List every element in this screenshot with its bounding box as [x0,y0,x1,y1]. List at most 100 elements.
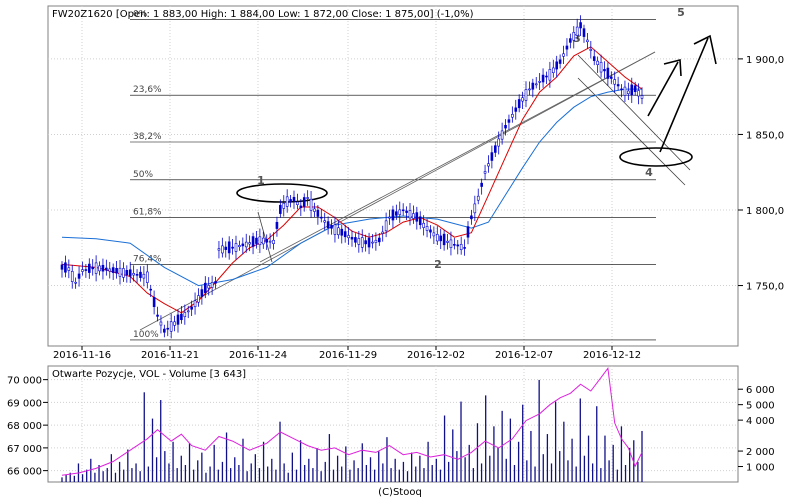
volume-tick-label: 6 000 [746,385,775,396]
candle-body [91,266,95,270]
candle-body [364,240,367,245]
candle-body [548,69,552,81]
candle-body [74,281,77,284]
candle-body [347,235,350,239]
open-interest-axis: 66 000 67 000 68 000 69 000 70 000 [7,376,48,478]
candle-body [620,88,623,91]
price-tick-label: 1 800,0 [746,206,784,217]
candle-body [483,171,487,174]
open-interest-tick-label: 68 000 [7,421,42,432]
candle-body [476,195,480,201]
candle-body [442,233,446,246]
candle-body [453,244,456,246]
date-tick-label: 2016-11-16 [53,350,111,361]
candle-body [541,74,545,83]
candle-body [340,228,344,236]
candle-body [166,327,170,330]
candle-body [98,265,101,272]
candle-body [227,241,231,254]
candle-body [490,152,494,161]
candle-body [122,268,125,278]
candle-body [616,84,620,87]
candle-body [613,79,617,85]
forecast-arrow-small [647,61,679,117]
correction-channel-upper [577,54,691,171]
candle-body [528,88,531,91]
candle-body [163,328,166,333]
fib-level-label: 38,2% [133,132,162,142]
candle-body [323,220,327,223]
wave-label: 2 [434,258,442,271]
date-tick-label: 2016-11-29 [319,350,377,361]
candle-body [521,97,524,102]
candle-body [173,321,176,326]
candle-body [282,202,286,209]
candle-body [586,39,589,43]
candle-body [374,239,378,243]
price-axis: 1 750,0 1 800,0 1 850,0 1 900,0 [738,55,784,293]
candle-body [142,273,146,279]
candle-body [565,45,569,50]
volume-panel-label: Otwarte Pozycje, VOL - Volume [3 643] [52,369,246,380]
candle-body [200,289,204,297]
volume-axis: 1 000 2 000 4 000 5 000 6 000 [738,385,775,474]
candle-body [251,236,255,247]
candle-body [176,314,180,325]
candle-body [582,28,586,37]
candle-body [429,229,432,233]
candle-body [234,243,238,252]
candle-body [459,244,463,251]
candle-body [360,237,364,248]
candle-body [183,312,187,318]
candle-body [534,83,538,86]
candle-body [371,241,374,244]
candle-body [60,264,64,270]
fib-level-label: 100% [133,330,159,340]
volume-tick-label: 5 000 [746,401,775,412]
candle-body [145,271,149,283]
candle-body [569,38,572,43]
candle-body [637,90,640,97]
candle-body [330,224,333,229]
candle-body [193,300,197,308]
fib-level-label: 61,8% [133,208,162,218]
candle-body [350,236,354,240]
date-tick-label: 2016-12-12 [583,350,641,361]
candle-body [449,239,453,248]
candle-body [391,209,395,221]
candle-body [439,235,443,242]
candle-body [221,245,224,254]
open-interest-tick-label: 69 000 [7,398,42,409]
volume-tick-label: 4 000 [746,416,775,427]
candle-body [292,196,296,202]
candle-body [275,221,279,229]
candle-body [418,216,422,226]
candle-body [408,210,412,219]
candle-body [579,22,582,29]
open-interest-tick-label: 66 000 [7,467,42,478]
wave-label: 1 [257,174,265,187]
candle-body [319,216,323,219]
volume-tick-label: 2 000 [746,447,775,458]
candle-body [316,209,320,217]
candle-body [101,264,105,272]
wave-label: 5 [677,6,685,19]
candle-body [524,89,528,101]
date-axis: 2016-11-16 2016-11-21 2016-11-24 2016-11-29… [53,346,641,361]
candle-body [111,267,115,273]
candle-body [511,114,514,118]
candle-body [289,199,292,202]
candle-body [470,215,473,220]
candle-body [545,75,548,78]
open-interest-tick-label: 70 000 [7,376,42,387]
candle-body [190,306,193,310]
candle-body [405,210,408,213]
candle-body [531,82,535,90]
candle-body [105,267,108,271]
candle-body [395,211,398,216]
wave-4-ellipse [619,147,693,167]
copyright-label: (C)Stooq [378,487,422,498]
candle-body [302,197,306,207]
candle-body [261,237,265,245]
